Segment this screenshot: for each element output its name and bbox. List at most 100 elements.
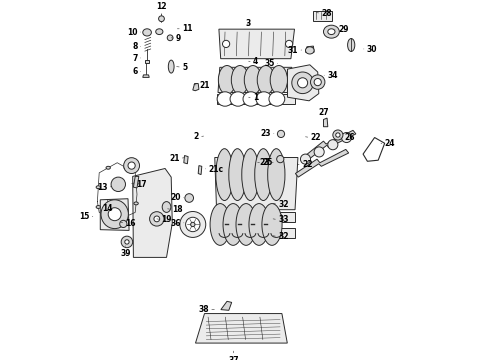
Text: 34: 34 [327, 71, 338, 80]
Ellipse shape [269, 92, 285, 106]
Polygon shape [295, 149, 349, 177]
Text: 39: 39 [120, 249, 131, 258]
Polygon shape [302, 130, 356, 162]
Ellipse shape [169, 60, 174, 73]
Ellipse shape [154, 216, 160, 222]
Text: 30: 30 [367, 45, 377, 54]
Ellipse shape [124, 215, 128, 218]
Polygon shape [193, 84, 199, 91]
Ellipse shape [96, 206, 100, 208]
Text: 31: 31 [288, 46, 298, 55]
Text: 20: 20 [171, 193, 181, 202]
Ellipse shape [257, 66, 274, 94]
Ellipse shape [106, 215, 110, 218]
Ellipse shape [156, 29, 163, 35]
Ellipse shape [297, 78, 308, 88]
Ellipse shape [149, 212, 164, 226]
Polygon shape [184, 156, 188, 164]
Ellipse shape [219, 66, 236, 94]
Ellipse shape [125, 240, 129, 244]
Text: 29: 29 [338, 25, 348, 34]
Polygon shape [215, 158, 298, 210]
Ellipse shape [336, 133, 340, 137]
Ellipse shape [305, 47, 314, 54]
Ellipse shape [277, 130, 285, 138]
Text: 13: 13 [97, 183, 107, 192]
Ellipse shape [159, 16, 164, 22]
Text: 23: 23 [259, 158, 270, 167]
Ellipse shape [286, 40, 293, 48]
Polygon shape [217, 211, 295, 222]
Text: 26: 26 [344, 133, 354, 142]
Ellipse shape [210, 204, 230, 246]
Ellipse shape [128, 162, 135, 169]
Ellipse shape [328, 29, 335, 35]
Text: 9: 9 [176, 34, 181, 43]
Ellipse shape [262, 204, 282, 246]
Bar [314, 11, 332, 21]
Ellipse shape [270, 66, 288, 94]
Polygon shape [198, 166, 202, 175]
Text: 7: 7 [132, 54, 138, 63]
Ellipse shape [134, 182, 138, 185]
Ellipse shape [96, 186, 100, 189]
Ellipse shape [143, 29, 151, 36]
Text: 22: 22 [302, 161, 313, 169]
Ellipse shape [333, 130, 343, 140]
Polygon shape [323, 118, 328, 127]
Polygon shape [133, 168, 172, 257]
Polygon shape [217, 228, 295, 238]
Text: 15: 15 [79, 212, 90, 221]
Text: 21: 21 [169, 154, 179, 163]
Text: 36: 36 [171, 219, 181, 228]
Ellipse shape [277, 156, 284, 163]
Text: 21c: 21c [208, 165, 223, 174]
Text: 1: 1 [253, 94, 258, 102]
Ellipse shape [186, 217, 200, 232]
Polygon shape [305, 46, 314, 52]
Ellipse shape [123, 158, 140, 174]
Ellipse shape [180, 211, 206, 238]
Ellipse shape [222, 40, 230, 48]
Text: 23: 23 [260, 129, 271, 138]
Text: 3: 3 [245, 19, 250, 28]
Ellipse shape [185, 194, 194, 202]
Polygon shape [221, 301, 232, 310]
Text: 32: 32 [278, 232, 289, 241]
Text: 14: 14 [102, 204, 113, 213]
Text: 38: 38 [198, 305, 209, 314]
Text: 28: 28 [321, 9, 332, 18]
Text: 4: 4 [253, 57, 258, 66]
Ellipse shape [134, 202, 138, 205]
Ellipse shape [328, 140, 338, 150]
Text: 32: 32 [278, 199, 289, 209]
Polygon shape [217, 94, 294, 104]
Text: 6: 6 [132, 68, 138, 77]
Text: 16: 16 [125, 219, 136, 228]
Ellipse shape [255, 149, 272, 201]
Ellipse shape [124, 166, 128, 169]
Ellipse shape [106, 166, 110, 169]
Ellipse shape [217, 92, 233, 106]
Text: 5: 5 [182, 63, 187, 72]
Text: 18: 18 [172, 205, 183, 214]
Ellipse shape [314, 147, 324, 157]
Polygon shape [218, 67, 294, 93]
Ellipse shape [231, 66, 248, 94]
Ellipse shape [292, 72, 314, 94]
Polygon shape [133, 176, 139, 188]
Text: 24: 24 [385, 139, 395, 148]
Bar [145, 60, 149, 63]
Ellipse shape [256, 92, 272, 106]
Ellipse shape [191, 222, 195, 227]
Text: 25: 25 [262, 158, 272, 167]
Ellipse shape [243, 92, 259, 106]
Polygon shape [100, 199, 129, 230]
Ellipse shape [108, 208, 121, 221]
Ellipse shape [120, 220, 127, 228]
Ellipse shape [342, 132, 351, 143]
Text: 2: 2 [194, 132, 199, 141]
Ellipse shape [323, 25, 339, 38]
Text: 35: 35 [264, 59, 274, 68]
Ellipse shape [300, 154, 311, 164]
